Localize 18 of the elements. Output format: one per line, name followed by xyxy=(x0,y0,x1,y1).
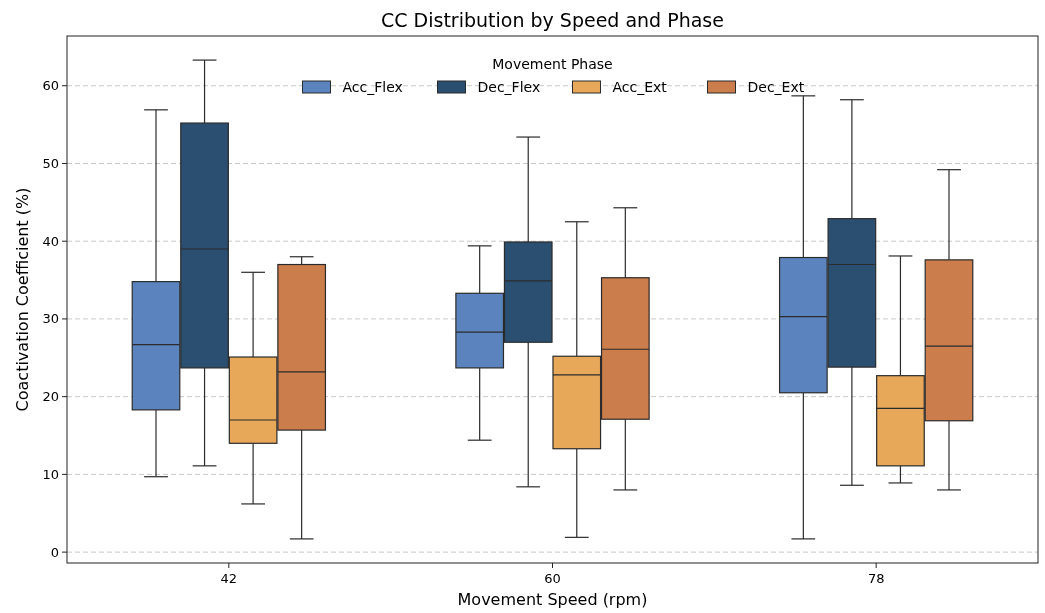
x-tick-label: 60 xyxy=(544,571,561,586)
legend-label: Acc_Ext xyxy=(612,78,668,95)
y-tick-label: 0 xyxy=(50,544,59,560)
y-axis-title: Coactivation Coefficient (%) xyxy=(13,187,32,412)
y-tick-label: 20 xyxy=(42,389,59,405)
legend-label: Dec_Flex xyxy=(477,78,541,95)
legend-label: Acc_Flex xyxy=(342,78,403,95)
chart-title: CC Distribution by Speed and Phase xyxy=(381,9,724,31)
legend-title: Movement Phase xyxy=(492,56,613,72)
y-tick-label: 50 xyxy=(42,156,59,172)
y-tick-label: 10 xyxy=(42,466,59,482)
y-tick-label: 60 xyxy=(42,78,59,94)
x-tick-label: 78 xyxy=(867,571,885,586)
y-tick-label: 40 xyxy=(42,233,59,249)
y-tick-label: 30 xyxy=(42,311,59,327)
x-axis-title: Movement Speed (rpm) xyxy=(457,590,648,609)
legend-label: Dec_Ext xyxy=(747,78,805,95)
x-tick-label: 42 xyxy=(220,571,238,586)
